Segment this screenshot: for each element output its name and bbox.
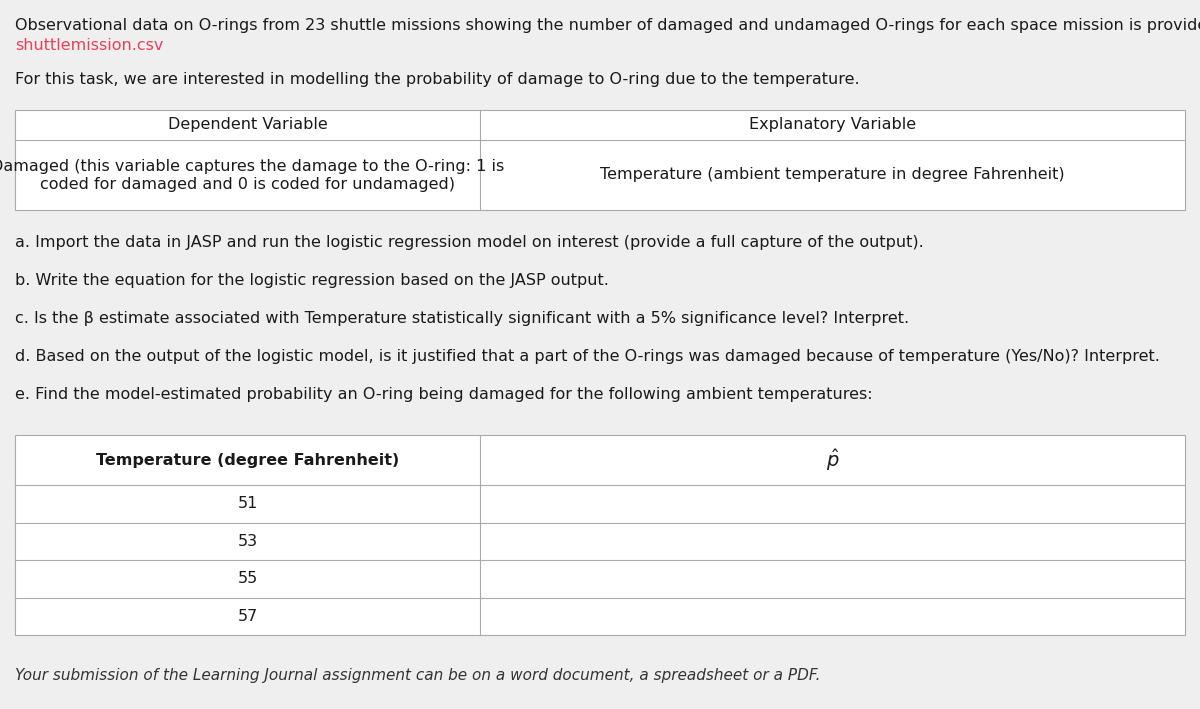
Text: e. Find the model-estimated probability an O-ring being damaged for the followin: e. Find the model-estimated probability … [14,387,872,402]
Text: Dependent Variable: Dependent Variable [168,118,328,133]
Text: Temperature (ambient temperature in degree Fahrenheit): Temperature (ambient temperature in degr… [600,167,1064,182]
Text: 55: 55 [238,571,258,586]
Text: c. Is the β estimate associated with Temperature statistically significant with : c. Is the β estimate associated with Tem… [14,311,910,326]
Text: b. Write the equation for the logistic regression based on the JASP output.: b. Write the equation for the logistic r… [14,273,608,288]
Bar [14,110,1186,210]
Text: 53: 53 [238,534,258,549]
Text: $\hat{p}$: $\hat{p}$ [826,447,839,473]
Text: d. Based on the output of the logistic model, is it justified that a part of the: d. Based on the output of the logistic m… [14,349,1160,364]
Text: Explanatory Variable: Explanatory Variable [749,118,916,133]
Text: a. Import the data in JASP and run the logistic regression model on interest (pr: a. Import the data in JASP and run the l… [14,235,924,250]
Text: Temperature (degree Fahrenheit): Temperature (degree Fahrenheit) [96,452,400,467]
Text: Observational data on O-rings from 23 shuttle missions showing the number of dam: Observational data on O-rings from 23 sh… [14,18,1200,33]
Text: 57: 57 [238,609,258,624]
Text: Your submission of the Learning Journal assignment can be on a word document, a : Your submission of the Learning Journal … [14,668,821,683]
Text: shuttlemission.csv: shuttlemission.csv [14,38,163,53]
Bar [14,435,1186,635]
Text: Damaged (this variable captures the damage to the O-ring: 1 is: Damaged (this variable captures the dama… [0,160,504,174]
Text: 51: 51 [238,496,258,511]
Text: For this task, we are interested in modelling the probability of damage to O-rin: For this task, we are interested in mode… [14,72,859,87]
Text: coded for damaged and 0 is coded for undamaged): coded for damaged and 0 is coded for und… [40,177,455,191]
